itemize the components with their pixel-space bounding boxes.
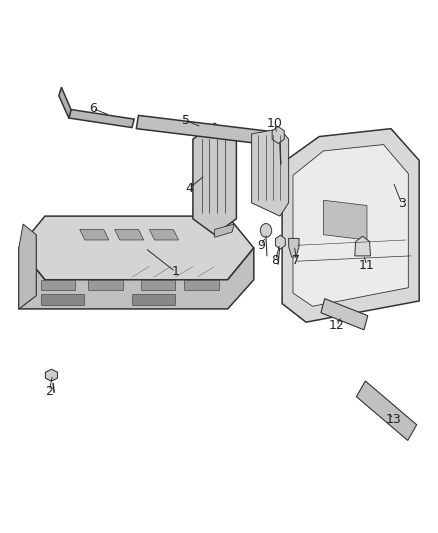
Polygon shape <box>149 229 179 240</box>
Text: 6: 6 <box>89 102 97 115</box>
Polygon shape <box>46 369 57 381</box>
Polygon shape <box>272 126 284 143</box>
Polygon shape <box>136 115 269 144</box>
Polygon shape <box>293 144 408 306</box>
Polygon shape <box>282 128 419 322</box>
Text: 9: 9 <box>257 239 265 252</box>
Polygon shape <box>252 128 289 216</box>
Polygon shape <box>132 294 176 305</box>
Text: 5: 5 <box>182 114 191 127</box>
Polygon shape <box>69 110 134 127</box>
Polygon shape <box>357 381 417 440</box>
Polygon shape <box>59 87 71 118</box>
Text: 11: 11 <box>359 259 375 272</box>
Polygon shape <box>321 298 368 330</box>
Polygon shape <box>215 224 234 237</box>
Polygon shape <box>184 280 219 290</box>
Polygon shape <box>355 236 371 256</box>
Polygon shape <box>19 216 254 280</box>
Text: 1: 1 <box>172 265 180 278</box>
Text: 12: 12 <box>328 319 344 333</box>
Text: 10: 10 <box>267 117 283 130</box>
Polygon shape <box>276 235 285 249</box>
Polygon shape <box>19 224 36 309</box>
Polygon shape <box>193 123 237 235</box>
Polygon shape <box>323 200 367 240</box>
Text: 3: 3 <box>398 197 406 211</box>
Polygon shape <box>115 229 144 240</box>
Polygon shape <box>41 294 84 305</box>
Polygon shape <box>289 238 299 257</box>
Polygon shape <box>19 235 36 309</box>
Text: 2: 2 <box>45 385 53 398</box>
Text: 7: 7 <box>293 254 300 266</box>
Text: 8: 8 <box>272 254 279 266</box>
Text: 4: 4 <box>185 182 193 195</box>
Polygon shape <box>88 280 123 290</box>
Circle shape <box>260 223 272 237</box>
Polygon shape <box>41 280 75 290</box>
Polygon shape <box>19 248 254 309</box>
Polygon shape <box>141 280 176 290</box>
Text: 13: 13 <box>385 413 401 426</box>
Polygon shape <box>80 229 109 240</box>
